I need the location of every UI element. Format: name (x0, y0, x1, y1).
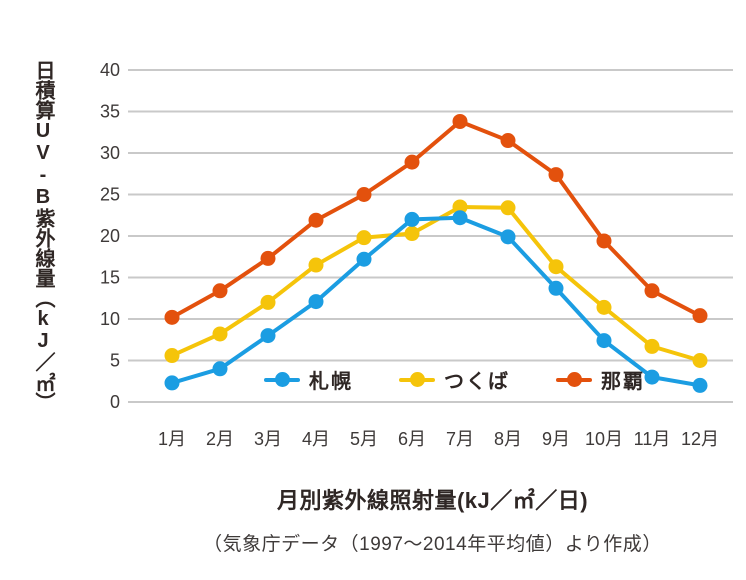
tsukuba-series-marker-icon (399, 372, 435, 388)
chart-legend: 札幌 つくば 那覇 (264, 365, 645, 394)
legend-label-sapporo: 札幌 (309, 371, 353, 393)
data-point-sapporo-9月 (548, 280, 564, 296)
data-point-naha-3月 (260, 250, 276, 266)
data-point-tsukuba-4月 (308, 257, 324, 273)
data-point-sapporo-8月 (500, 229, 516, 245)
data-point-sapporo-7月 (452, 210, 468, 226)
data-point-naha-8月 (500, 133, 516, 149)
data-point-tsukuba-10月 (596, 299, 612, 315)
y-tick-label: 30 (100, 143, 120, 163)
data-point-naha-12月 (692, 308, 708, 324)
series-line-tsukuba (170, 204, 702, 363)
legend-item-naha: 那覇 (556, 365, 645, 394)
data-point-naha-5月 (356, 187, 372, 202)
y-tick-label: 20 (100, 226, 120, 246)
data-point-sapporo-5月 (356, 251, 372, 267)
series-line-sapporo (170, 215, 702, 388)
data-point-tsukuba-6月 (404, 226, 420, 242)
data-point-tsukuba-11月 (644, 338, 660, 354)
data-point-tsukuba-3月 (260, 294, 276, 310)
x-tick-label: 2月 (206, 429, 234, 449)
data-point-naha-7月 (452, 113, 468, 129)
data-point-sapporo-4月 (308, 294, 324, 310)
legend-item-sapporo: 札幌 (264, 365, 353, 394)
data-point-tsukuba-1月 (164, 348, 180, 364)
legend-item-tsukuba: つくば (399, 365, 510, 394)
data-point-sapporo-11月 (644, 369, 660, 385)
data-point-naha-4月 (308, 212, 324, 228)
y-axis-label: 日積算UV-B紫外線量（kJ／㎡） (32, 60, 54, 412)
x-tick-label: 8月 (494, 429, 522, 449)
legend-label-naha: 那覇 (601, 371, 645, 393)
data-point-sapporo-10月 (596, 333, 612, 349)
data-point-sapporo-2月 (212, 361, 228, 377)
x-tick-label: 10月 (585, 429, 623, 449)
y-tick-label: 35 (100, 102, 120, 122)
data-point-sapporo-6月 (404, 211, 420, 227)
x-tick-label: 6月 (398, 429, 426, 449)
data-point-naha-6月 (404, 154, 420, 170)
data-point-tsukuba-12月 (692, 353, 708, 368)
data-point-naha-11月 (644, 283, 660, 299)
data-point-naha-1月 (164, 309, 180, 325)
x-tick-label: 4月 (302, 429, 330, 449)
data-point-naha-10月 (596, 233, 612, 249)
y-tick-label: 0 (110, 392, 120, 412)
data-point-tsukuba-2月 (212, 326, 228, 342)
data-point-sapporo-3月 (260, 328, 276, 344)
data-point-naha-9月 (548, 167, 564, 183)
x-tick-label: 9月 (542, 429, 570, 449)
x-tick-label: 7月 (446, 429, 474, 449)
data-point-sapporo-12月 (692, 377, 708, 393)
x-tick-label: 11月 (634, 429, 671, 449)
data-point-tsukuba-7月 (452, 199, 468, 215)
y-tick-label: 40 (100, 60, 120, 80)
naha-series-marker-icon (556, 372, 592, 388)
x-tick-label: 5月 (350, 429, 378, 449)
x-tick-label: 1月 (158, 429, 186, 449)
data-point-sapporo-1月 (164, 375, 180, 391)
data-point-tsukuba-5月 (356, 230, 372, 246)
x-tick-label: 3月 (254, 429, 282, 449)
source-note: （気象庁データ（1997～2014年平均値）より作成） (203, 534, 662, 555)
legend-label-tsukuba: つくば (444, 371, 510, 393)
data-point-tsukuba-8月 (500, 200, 516, 216)
series-line-naha (170, 119, 702, 320)
data-point-naha-2月 (212, 283, 228, 299)
y-tick-label: 25 (100, 185, 120, 205)
data-point-tsukuba-9月 (548, 259, 564, 275)
chart-bottom-title: 月別紫外線照射量(kJ／㎡／日) (276, 488, 589, 513)
sapporo-series-marker-icon (264, 372, 300, 388)
y-tick-label: 10 (100, 309, 120, 329)
y-tick-label: 15 (100, 268, 120, 288)
x-tick-label: 12月 (681, 429, 719, 449)
y-tick-label: 5 (110, 351, 120, 371)
